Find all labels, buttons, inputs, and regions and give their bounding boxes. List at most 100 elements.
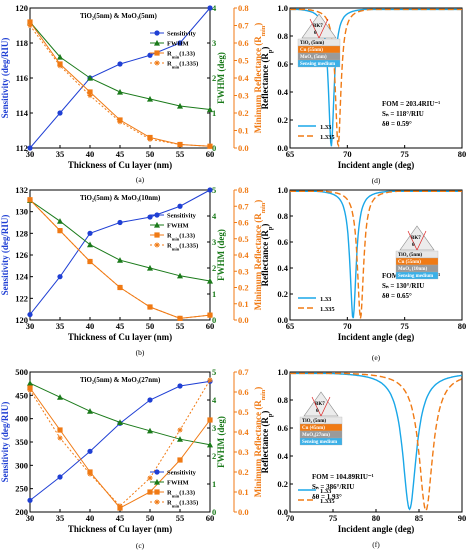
y3-tick-label: 0.6 xyxy=(238,218,249,228)
panel-label: (f) xyxy=(372,540,380,549)
legend-label: Sensitivity xyxy=(167,213,197,220)
panel-d: 65 70 75 80 Incident angle (deg) 0.0 0.2 0.4 0.6… xyxy=(260,3,466,185)
legend-marker xyxy=(154,39,160,46)
theta-label: θ xyxy=(316,409,319,414)
data-point xyxy=(177,40,183,46)
y-tick-label: 132 xyxy=(15,185,28,195)
reflected-ray xyxy=(416,230,427,251)
legend-label: Rmin(1.33) xyxy=(167,233,195,242)
annotation-text: FOM = 104.89RIU⁻¹ xyxy=(312,473,374,481)
series-line-0 xyxy=(29,189,211,315)
legend-label: Rmin(1.335) xyxy=(167,61,198,70)
legend-marker xyxy=(154,212,160,218)
data-point xyxy=(207,377,213,383)
y3-tick-label: 0.7 xyxy=(238,367,249,377)
legend-label: 1.33 xyxy=(320,296,332,303)
x-tick-label: 70 xyxy=(343,321,352,331)
y3-tick-label: 0.2 xyxy=(238,283,249,293)
layer-label: TiO₂ (5nm) xyxy=(398,253,422,258)
x-axis-title: Thickness of Cu layer (nm) xyxy=(68,332,172,342)
annotation-text: δθ = 0.65° xyxy=(382,292,412,300)
data-point xyxy=(177,272,183,279)
y3-tick-label: 0.1 xyxy=(238,487,249,497)
annotation-text: Sₙ = 118°/RIU xyxy=(382,110,424,118)
x-tick-label: 70 xyxy=(286,513,295,523)
annotation-text: Sₙ = 386°/RIU xyxy=(312,483,354,491)
y2-tick-label: 4 xyxy=(212,395,217,405)
data-point xyxy=(27,311,33,318)
x-tick-label: 80 xyxy=(458,149,467,159)
y-tick-label: 114 xyxy=(16,108,29,118)
series-line-1 xyxy=(290,8,462,148)
data-point xyxy=(57,435,63,441)
annotation-text: δθ = 1.93° xyxy=(312,493,342,501)
layer-label: Cu (55nm) xyxy=(398,260,421,265)
x-tick-label: 75 xyxy=(400,321,409,331)
y3-tick-label: 0.1 xyxy=(238,126,249,136)
data-point xyxy=(147,52,153,58)
legend-marker xyxy=(154,478,160,485)
y3-tick-label: 0.6 xyxy=(238,38,249,48)
data-point xyxy=(87,258,93,265)
x-tick-label: 40 xyxy=(86,321,95,331)
y3-tick-label: 0.0 xyxy=(238,315,249,325)
y-tick-label: 1.0 xyxy=(277,367,288,377)
y-tick-label: 122 xyxy=(15,293,28,303)
data-point xyxy=(117,219,123,226)
x-tick-label: 75 xyxy=(400,149,409,159)
y2-tick-label: 2 xyxy=(212,73,216,83)
legend-marker xyxy=(154,221,160,228)
data-point xyxy=(87,408,93,414)
x-axis-title: Incident angle (deg) xyxy=(338,160,415,170)
x-tick-label: 40 xyxy=(86,513,95,523)
x-tick-label: 80 xyxy=(458,321,467,331)
legend-marker xyxy=(154,30,160,36)
y3-tick-label: 0.8 xyxy=(238,3,249,13)
theta-label: θ xyxy=(314,31,317,36)
data-point xyxy=(87,230,93,236)
y-tick-label: 116 xyxy=(16,73,28,83)
data-point xyxy=(207,143,213,149)
data-point xyxy=(117,419,123,425)
data-point xyxy=(177,427,183,433)
prism-label: BK7 xyxy=(315,402,325,407)
panel-label: (b) xyxy=(136,348,145,357)
y-tick-label: 0.4 xyxy=(277,451,288,461)
annotation-text: δθ = 0.59° xyxy=(382,120,412,128)
x-tick-label: 45 xyxy=(116,149,125,159)
legend-marker xyxy=(154,242,160,248)
y-tick-label: 0.2 xyxy=(277,115,288,125)
y2-tick-label: 3 xyxy=(212,423,216,433)
y-axis-title: Reflectance (Rp) xyxy=(260,411,274,474)
y3-tick-label: 0.7 xyxy=(238,21,249,31)
y-tick-label: 0.4 xyxy=(277,87,288,97)
x-tick-label: 75 xyxy=(329,513,338,523)
data-point xyxy=(117,88,123,95)
y3-tick-label: 0.5 xyxy=(238,56,249,66)
panel-label: (c) xyxy=(136,541,145,550)
y2-tick-label: 4 xyxy=(212,211,217,221)
layer-label: Sensing medium xyxy=(398,274,434,279)
plot-frame xyxy=(29,189,211,321)
y2-tick-label: 0 xyxy=(212,143,216,153)
y-tick-label: 124 xyxy=(15,272,29,282)
incident-ray xyxy=(311,396,322,417)
data-point xyxy=(87,92,93,99)
layer-label: MoO₃ (5nm) xyxy=(300,55,327,60)
layer-rect xyxy=(395,271,439,280)
data-point xyxy=(27,497,33,503)
y-tick-label: 0.8 xyxy=(277,395,288,405)
incident-ray xyxy=(309,18,320,39)
y2-tick-label: 0 xyxy=(212,315,216,325)
x-axis-title: Incident angle (deg) xyxy=(338,332,415,342)
legend-label: 1.33 xyxy=(320,488,332,495)
data-point xyxy=(117,61,123,67)
y2-tick-label: 3 xyxy=(212,237,216,247)
legend-label: 1.33 xyxy=(320,124,332,131)
data-point xyxy=(117,503,123,509)
data-point xyxy=(27,22,33,29)
y-tick-label: 126 xyxy=(15,250,28,260)
